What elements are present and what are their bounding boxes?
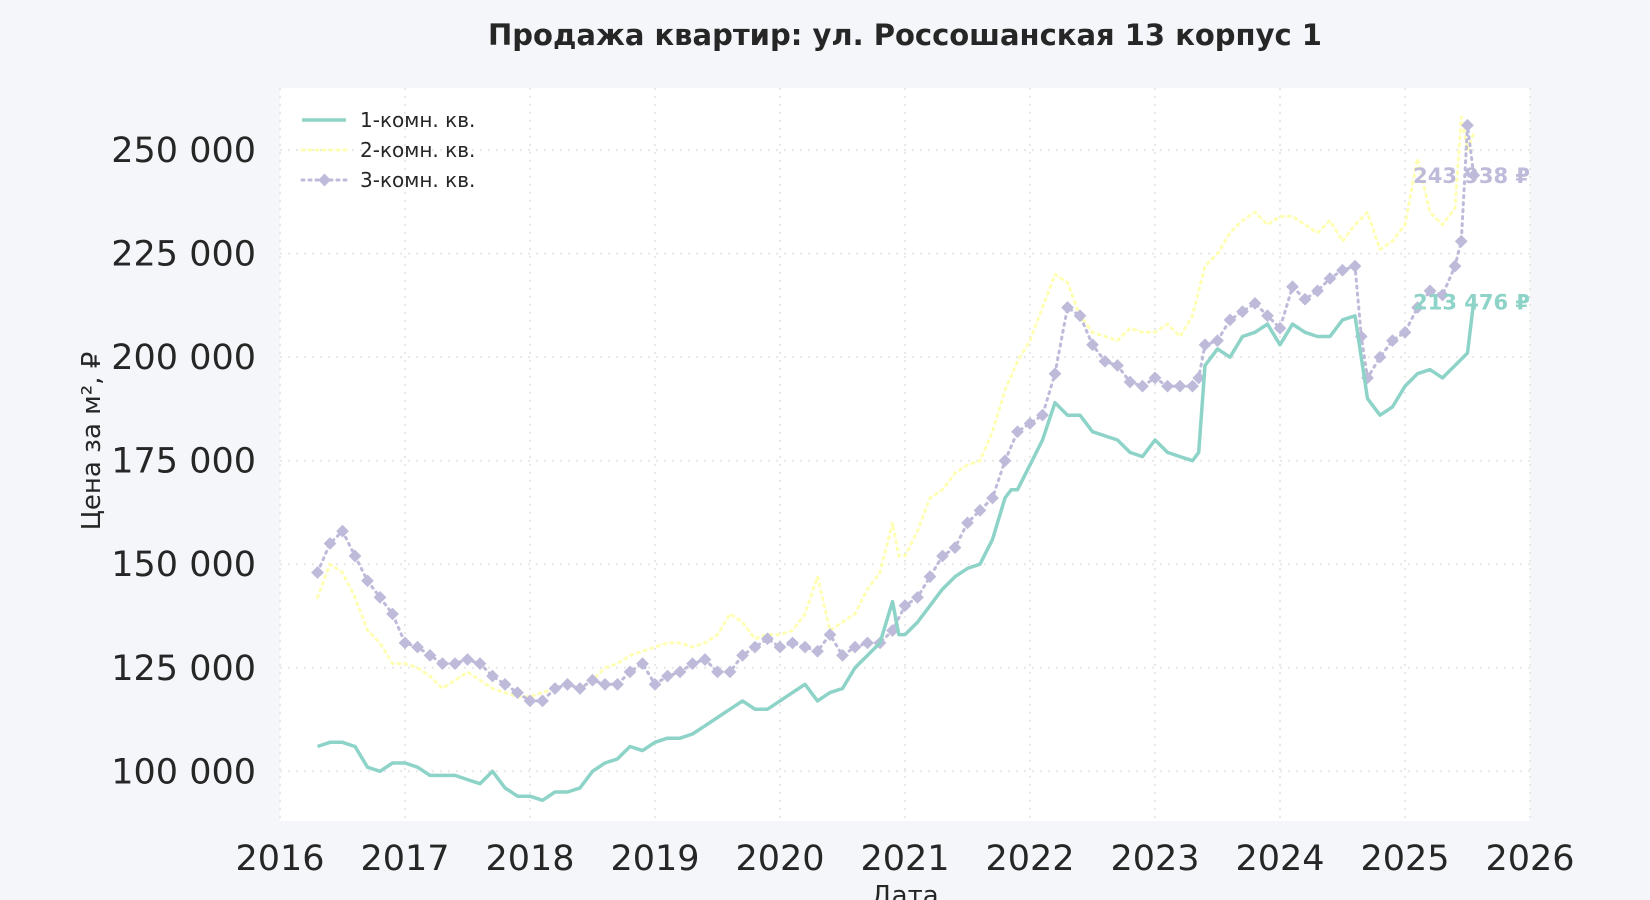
- end-labels: 243 938 ₽ 213 476 ₽: [1413, 164, 1530, 314]
- y-tick-label: 225 000: [111, 235, 256, 275]
- y-tick-label: 200 000: [111, 338, 256, 378]
- x-tick-label: 2024: [1235, 839, 1324, 879]
- x-tick-label: 2019: [610, 839, 699, 879]
- y-tick-label: 175 000: [111, 442, 256, 482]
- x-tick-label: 2016: [235, 839, 324, 879]
- x-axis-label: Дата: [871, 881, 938, 900]
- x-tick-label: 2021: [860, 839, 949, 879]
- legend-label: 1-комн. кв.: [360, 108, 475, 132]
- x-tick-label: 2017: [360, 839, 449, 879]
- end-value-label: 213 476 ₽: [1413, 290, 1530, 314]
- series-line: [316, 301, 1476, 803]
- y-axis: 100 000 125 000 150 000 175 000 200 000 225 0…: [111, 131, 256, 792]
- x-tick-label: 2022: [985, 839, 1074, 879]
- x-tick-label: 2018: [485, 839, 574, 879]
- end-value-label: 243 938 ₽: [1413, 164, 1530, 188]
- x-tick-label: 2023: [1110, 839, 1199, 879]
- series-line: [316, 115, 1476, 699]
- x-tick-label: 2020: [735, 839, 824, 879]
- chart-title: Продажа квартир: ул. Россошанская 13 кор…: [488, 18, 1322, 52]
- legend-label: 2-комн. кв.: [360, 138, 475, 162]
- legend: 1-комн. кв. 2-комн. кв. 3-комн. кв.: [300, 108, 475, 192]
- x-axis: 2016 2017 2018 2019 2020 2021 2022 2023 2024 2025…: [235, 839, 1574, 879]
- y-tick-label: 100 000: [111, 752, 256, 792]
- legend-label: 3-комн. кв.: [360, 168, 475, 192]
- legend-marker: [318, 173, 331, 187]
- plot-area: [280, 88, 1530, 821]
- y-tick-label: 150 000: [111, 545, 256, 585]
- x-tick-label: 2025: [1360, 839, 1449, 879]
- grid: [279, 88, 1531, 821]
- x-tick-label: 2026: [1485, 839, 1574, 879]
- y-tick-label: 250 000: [111, 131, 256, 171]
- y-axis-label: Цена за м², ₽: [77, 352, 107, 531]
- y-tick-label: 125 000: [111, 649, 256, 689]
